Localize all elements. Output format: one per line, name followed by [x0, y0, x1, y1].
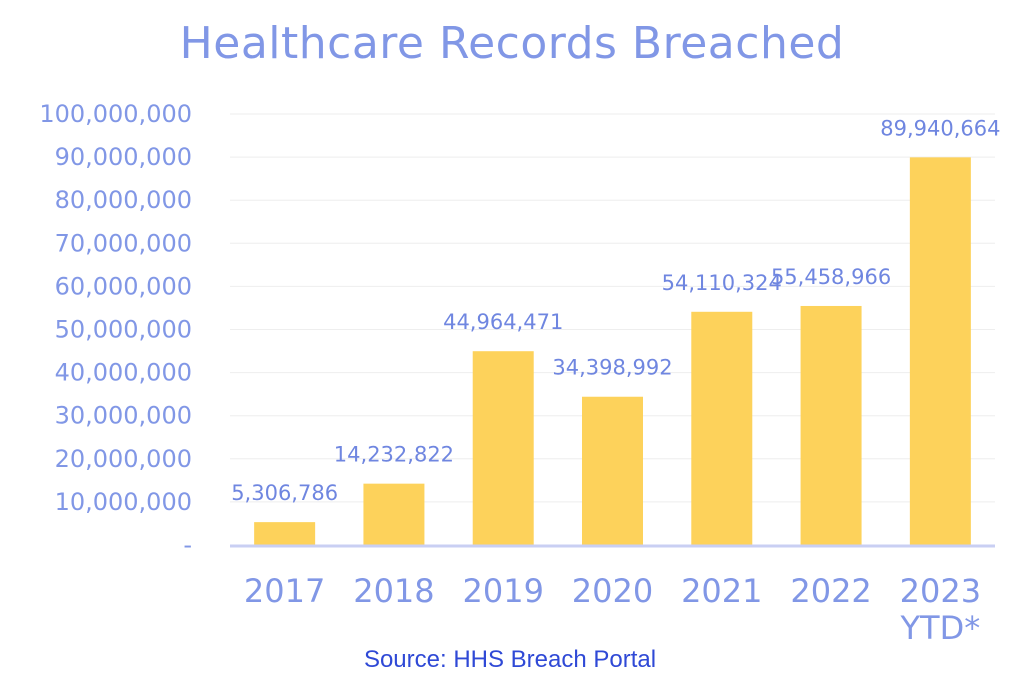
y-tick-label: 30,000,000 [55, 402, 192, 430]
x-tick-label: 2017 [244, 572, 325, 610]
y-tick-label: 50,000,000 [55, 316, 192, 344]
bar-2020 [582, 396, 643, 545]
x-tick-label: 2022 [790, 572, 871, 610]
bars [254, 157, 971, 545]
x-tick-label: 2023 YTD* [899, 572, 981, 647]
x-tick-label: 2020 [572, 572, 653, 610]
bar-2021 [691, 311, 753, 545]
data-labels: 5,306,786 14,232,822 44,964,471 34,398,992 5… [231, 116, 1000, 505]
x-tick-label: 2018 [353, 572, 434, 610]
bar-2017 [254, 522, 316, 545]
y-tick-label: 60,000,000 [55, 272, 192, 300]
data-label: 44,964,471 [443, 310, 563, 334]
y-tick-label: 90,000,000 [55, 143, 192, 171]
x-tick-label: 2019 [462, 572, 543, 610]
data-label: 54,110,324 [662, 271, 782, 295]
y-tick-label: 100,000,000 [39, 100, 192, 128]
y-tick-label: 80,000,000 [55, 186, 192, 214]
bar-2019 [472, 351, 534, 545]
data-label: 89,940,664 [880, 116, 1000, 140]
data-label: 5,306,786 [231, 481, 338, 505]
chart-source: Source: HHS Breach Portal [363, 646, 657, 673]
bar-2022 [800, 305, 862, 545]
chart-title: Healthcare Records Breached [179, 18, 845, 69]
data-label: 34,398,992 [552, 356, 672, 380]
x-tick-label: 2021 [681, 572, 762, 610]
y-tick-label: - [183, 531, 192, 559]
y-tick-label: 20,000,000 [55, 445, 192, 473]
bar-2018 [363, 483, 425, 545]
data-label: 14,232,822 [334, 443, 454, 467]
data-label: 55,458,966 [771, 265, 891, 289]
y-tick-label: 40,000,000 [55, 359, 192, 387]
y-tick-label: 10,000,000 [55, 488, 192, 516]
y-tick-label: 70,000,000 [55, 229, 192, 257]
x-axis-ticks: 2017 2018 2019 2020 2021 2022 2023 YTD* [244, 572, 981, 647]
bar-2023 [909, 157, 971, 545]
y-axis-ticks: - 10,000,000 20,000,000 30,000,000 40,000,00… [39, 100, 192, 559]
